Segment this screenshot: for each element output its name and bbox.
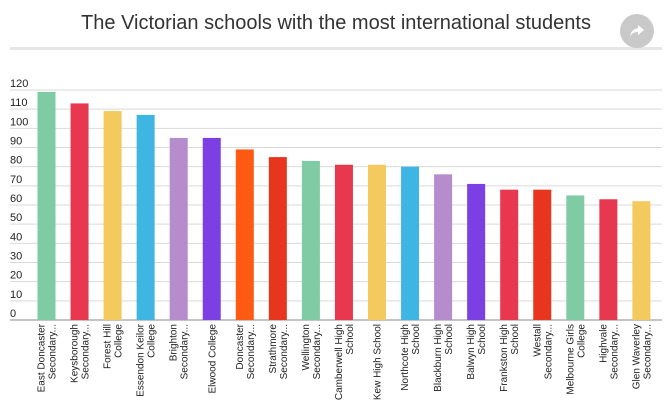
bar	[533, 189, 552, 320]
x-tick-label: Northcote HighSchool	[400, 324, 422, 391]
bars	[37, 91, 651, 321]
bar	[235, 149, 254, 320]
bar	[632, 201, 651, 320]
y-tick-label: 40	[10, 231, 22, 243]
x-tick-label: Blackburn HighSchool	[433, 324, 455, 392]
bar	[37, 91, 56, 321]
share-button[interactable]	[620, 14, 654, 48]
x-tick-label: WellingtonSecondary...	[301, 324, 323, 379]
y-tick-label: 100	[10, 116, 28, 128]
bar	[169, 137, 188, 320]
y-tick-label: 20	[10, 270, 22, 282]
bar	[401, 166, 420, 320]
y-tick-label: 10	[10, 289, 22, 301]
y-tick-label: 60	[10, 193, 22, 205]
y-tick-label: 70	[10, 174, 22, 186]
x-tick-label: HighvaleSecondary...	[598, 324, 620, 380]
x-tick-label: Kew High School	[373, 324, 384, 400]
bar	[368, 164, 386, 320]
x-tick-label: KeysboroughSecondary...	[70, 324, 92, 383]
x-tick-label: Elwood College	[207, 324, 218, 394]
bar	[136, 114, 155, 321]
bar	[334, 164, 353, 320]
bar	[467, 183, 486, 320]
bar	[599, 199, 618, 320]
y-tick-label: 0	[10, 308, 16, 320]
x-tick-label: DoncasterSecondary...	[235, 323, 257, 379]
bar	[70, 103, 89, 321]
x-tick-label: WestallSecondary...	[532, 324, 554, 379]
y-tick-label: 110	[10, 97, 28, 109]
y-tick-label: 30	[10, 251, 22, 263]
bar	[566, 195, 585, 320]
x-tick-label: StrathmoreSecondary...	[268, 324, 290, 380]
bar	[103, 111, 122, 320]
y-tick-label: 80	[10, 155, 22, 167]
x-tick-label: BrightonSecondary...	[169, 324, 191, 379]
bar	[202, 137, 221, 320]
x-tick-label: Melbourne GirlsCollege	[565, 324, 587, 395]
share-icon	[630, 25, 644, 37]
x-tick-label: East DoncasterSecondary...	[37, 323, 59, 392]
x-tick-label: Frankston HighSchool	[499, 324, 521, 392]
y-tick-label: 120	[10, 78, 28, 90]
y-tick-label: 50	[10, 212, 22, 224]
x-tick-label: Glen WaverleySecondary...	[631, 324, 653, 389]
x-tick-label: Forest HillCollege	[103, 324, 125, 369]
y-axis-ticks: 0 10 20 30 40 50 60 70 80 90 100 110 120	[10, 78, 28, 320]
y-tick-label: 90	[10, 136, 22, 148]
bar	[434, 174, 453, 320]
chart-title: The Victorian schools with the most inte…	[81, 12, 591, 34]
title-divider	[10, 47, 662, 50]
bar	[500, 189, 519, 320]
x-tick-label: Essendon KeilorCollege	[136, 323, 158, 396]
x-axis-labels: East DoncasterSecondary... KeysboroughSec…	[37, 323, 654, 400]
x-tick-label: Camberwell HighSchool	[334, 324, 356, 400]
bar	[268, 157, 287, 320]
bar	[301, 160, 320, 320]
x-tick-label: Balwyn HighSchool	[466, 324, 488, 380]
